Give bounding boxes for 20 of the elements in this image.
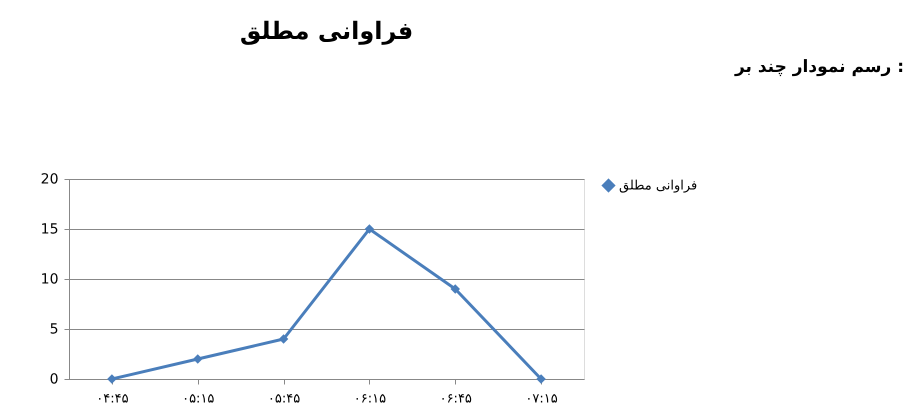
x-tick-label: ۰۶:۴۵	[440, 392, 472, 406]
y-tick-label: 15	[40, 222, 58, 238]
x-tick-label: ۰۵:۱۵	[182, 392, 214, 406]
y-tick-label: 10	[40, 272, 58, 288]
legend-label: فراوانی مطلق	[619, 178, 698, 194]
chart-title: فراوانی مطلق	[240, 17, 414, 45]
point	[278, 334, 288, 344]
y-tick-label: 20	[40, 172, 58, 188]
point	[536, 374, 546, 384]
x-tick-label: ۰۷:۱۵	[525, 392, 558, 406]
point	[450, 284, 460, 294]
x-tick-label: ۰۵:۴۵	[268, 392, 300, 406]
point	[193, 354, 202, 364]
x-tick-label: ۰۶:۱۵	[354, 392, 386, 406]
y-tick-label: 5	[50, 322, 58, 338]
text: رسم نمودار چند بر :	[734, 57, 904, 77]
x-tick-label: ۰۴:۴۵	[96, 392, 129, 406]
point	[364, 224, 374, 234]
y-tick-label: 0	[50, 372, 58, 388]
point	[107, 374, 117, 384]
